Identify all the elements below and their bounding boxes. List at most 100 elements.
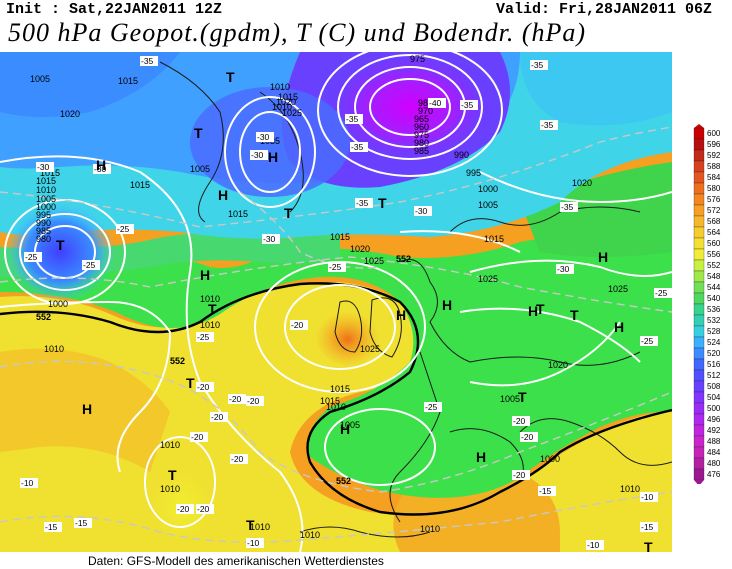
temp-label: -25 (328, 262, 346, 272)
colorbar-tick-label: 500 (707, 404, 721, 413)
colorbar-cell (693, 204, 705, 217)
colorbar-cell (693, 281, 705, 294)
high-pressure-marker: H (200, 267, 210, 283)
temp-label: -40 (428, 98, 446, 108)
temp-label: -25 (24, 252, 42, 262)
pressure-label: 1005 (36, 194, 56, 204)
colorbar-tick-label: 480 (707, 459, 721, 468)
pressure-label: 1015 (484, 234, 504, 244)
temp-label-text: -10 (21, 478, 34, 488)
temp-label: -35 (530, 60, 548, 70)
temp-label: -35 (560, 202, 578, 212)
low-pressure-marker: T (186, 375, 195, 391)
temp-label-text: -20 (513, 470, 526, 480)
high-pressure-marker: H (614, 319, 624, 335)
colorbar-cell (693, 182, 705, 195)
warm-dome (315, 311, 380, 367)
pressure-label: 1010 (270, 82, 290, 92)
colorbar-cell (693, 347, 705, 360)
high-pressure-marker: H (396, 307, 406, 323)
pressure-label: 1005 (500, 394, 520, 404)
temp-label-text: -20 (247, 396, 260, 406)
high-pressure-marker: H (442, 297, 452, 313)
colorbar-cell (693, 303, 705, 316)
colorbar-tick-label: 544 (707, 283, 721, 292)
pressure-label: 1015 (228, 209, 248, 219)
temp-label-text: -25 (425, 402, 438, 412)
temp-label-text: -20 (177, 504, 190, 514)
weather-map: 1005 1015 1020 1010 1015 1010 1020 1025 … (0, 52, 672, 552)
colorbar-tick-label: 524 (707, 338, 721, 347)
green-east (520, 162, 672, 257)
temp-label-text: -20 (231, 454, 244, 464)
colorbar-cell (693, 446, 705, 459)
colorbar-tick-label: 596 (707, 140, 721, 149)
pressure-label: 980 (418, 98, 433, 108)
temp-label-text: -20 (197, 382, 210, 392)
low-pressure-marker: T (644, 539, 653, 552)
pressure-label: 995 (466, 168, 481, 178)
colorbar-tick-label: 504 (707, 393, 721, 402)
temp-label-text: -20 (521, 432, 534, 442)
temp-label-text: -15 (45, 522, 58, 532)
colorbar-tick-label: 560 (707, 239, 721, 248)
contour-label: 552 (396, 254, 411, 264)
pressure-label: 1025 (360, 344, 380, 354)
coastlines (159, 61, 672, 538)
temp-label-text: -10 (641, 492, 654, 502)
pressure-label: 1010 (272, 102, 292, 112)
colorbar-tick-label: 536 (707, 305, 721, 314)
temp-label-text: -35 (531, 60, 544, 70)
pressure-label: 1005 (30, 74, 50, 84)
temp-label: -20 (512, 470, 530, 480)
pressure-label: 1015 (40, 168, 60, 178)
colorbar-cell (693, 325, 705, 338)
temp-label: -20 (246, 396, 264, 406)
pressure-label: 1010 (250, 522, 270, 532)
low-pressure-marker: T (208, 301, 217, 317)
low-pressure-marker: T (570, 307, 579, 323)
temp-label-text: -30 (557, 264, 570, 274)
temp-label: -35 (350, 142, 368, 152)
colorbar-cell (693, 413, 705, 426)
colorbar-tick-label: 532 (707, 316, 721, 325)
colorbar-tick-label: 492 (707, 426, 721, 435)
colorbar-tick-label: 592 (707, 151, 721, 160)
colorbar-tick-label: 508 (707, 382, 721, 391)
pressure-label: 995 (36, 210, 51, 220)
pressure-label: 990 (454, 150, 469, 160)
high-pressure-marker: H (268, 149, 278, 165)
temp-label: -20 (190, 432, 208, 442)
colorbar-tick-label: 564 (707, 228, 721, 237)
high-pressure-marker: H (598, 249, 608, 265)
valid-time: Valid: Fri,28JAN2011 06Z (495, 1, 712, 18)
header: Init : Sat,22JAN2011 12Z Valid: Fri,28JA… (0, 0, 732, 52)
pressure-label: 1000 (48, 299, 68, 309)
contour-label: 552 (170, 356, 185, 366)
temp-label-group: -35 -35 -35 -35 -30 -30 -30 -35 -30 -35 … (20, 56, 672, 550)
pressure-label: 1015 (330, 384, 350, 394)
pressure-label: 1010 (200, 320, 220, 330)
temp-label-text: -20 (513, 416, 526, 426)
colorbar-cell (693, 171, 705, 184)
temp-label: -20 (230, 454, 248, 464)
high-pressure-marker: H (218, 187, 228, 203)
pressure-label: 980 (414, 138, 429, 148)
temp-label: -30 (414, 206, 432, 216)
temp-label-text: -15 (539, 486, 552, 496)
temp-label: -25 (196, 332, 214, 342)
colorbar-cell (693, 336, 705, 349)
temp-label-text: -15 (641, 522, 654, 532)
high-pressure-marker: H (476, 449, 486, 465)
temp-label: -35 (355, 198, 373, 208)
pressure-label: 1020 (350, 244, 370, 254)
temp-label: -35 (460, 100, 478, 110)
colorbar-cell (693, 259, 705, 272)
page-title: 500 hPa Geopot.(gpdm), T (C) und Bodendr… (8, 18, 587, 47)
temp-label-text: -10 (247, 538, 260, 548)
pressure-label: 1005 (190, 164, 210, 174)
colorbar-cell (693, 292, 705, 305)
cold-core (320, 52, 500, 167)
colorbar-tick-label: 484 (707, 448, 721, 457)
temp-label: -30 (36, 162, 54, 172)
